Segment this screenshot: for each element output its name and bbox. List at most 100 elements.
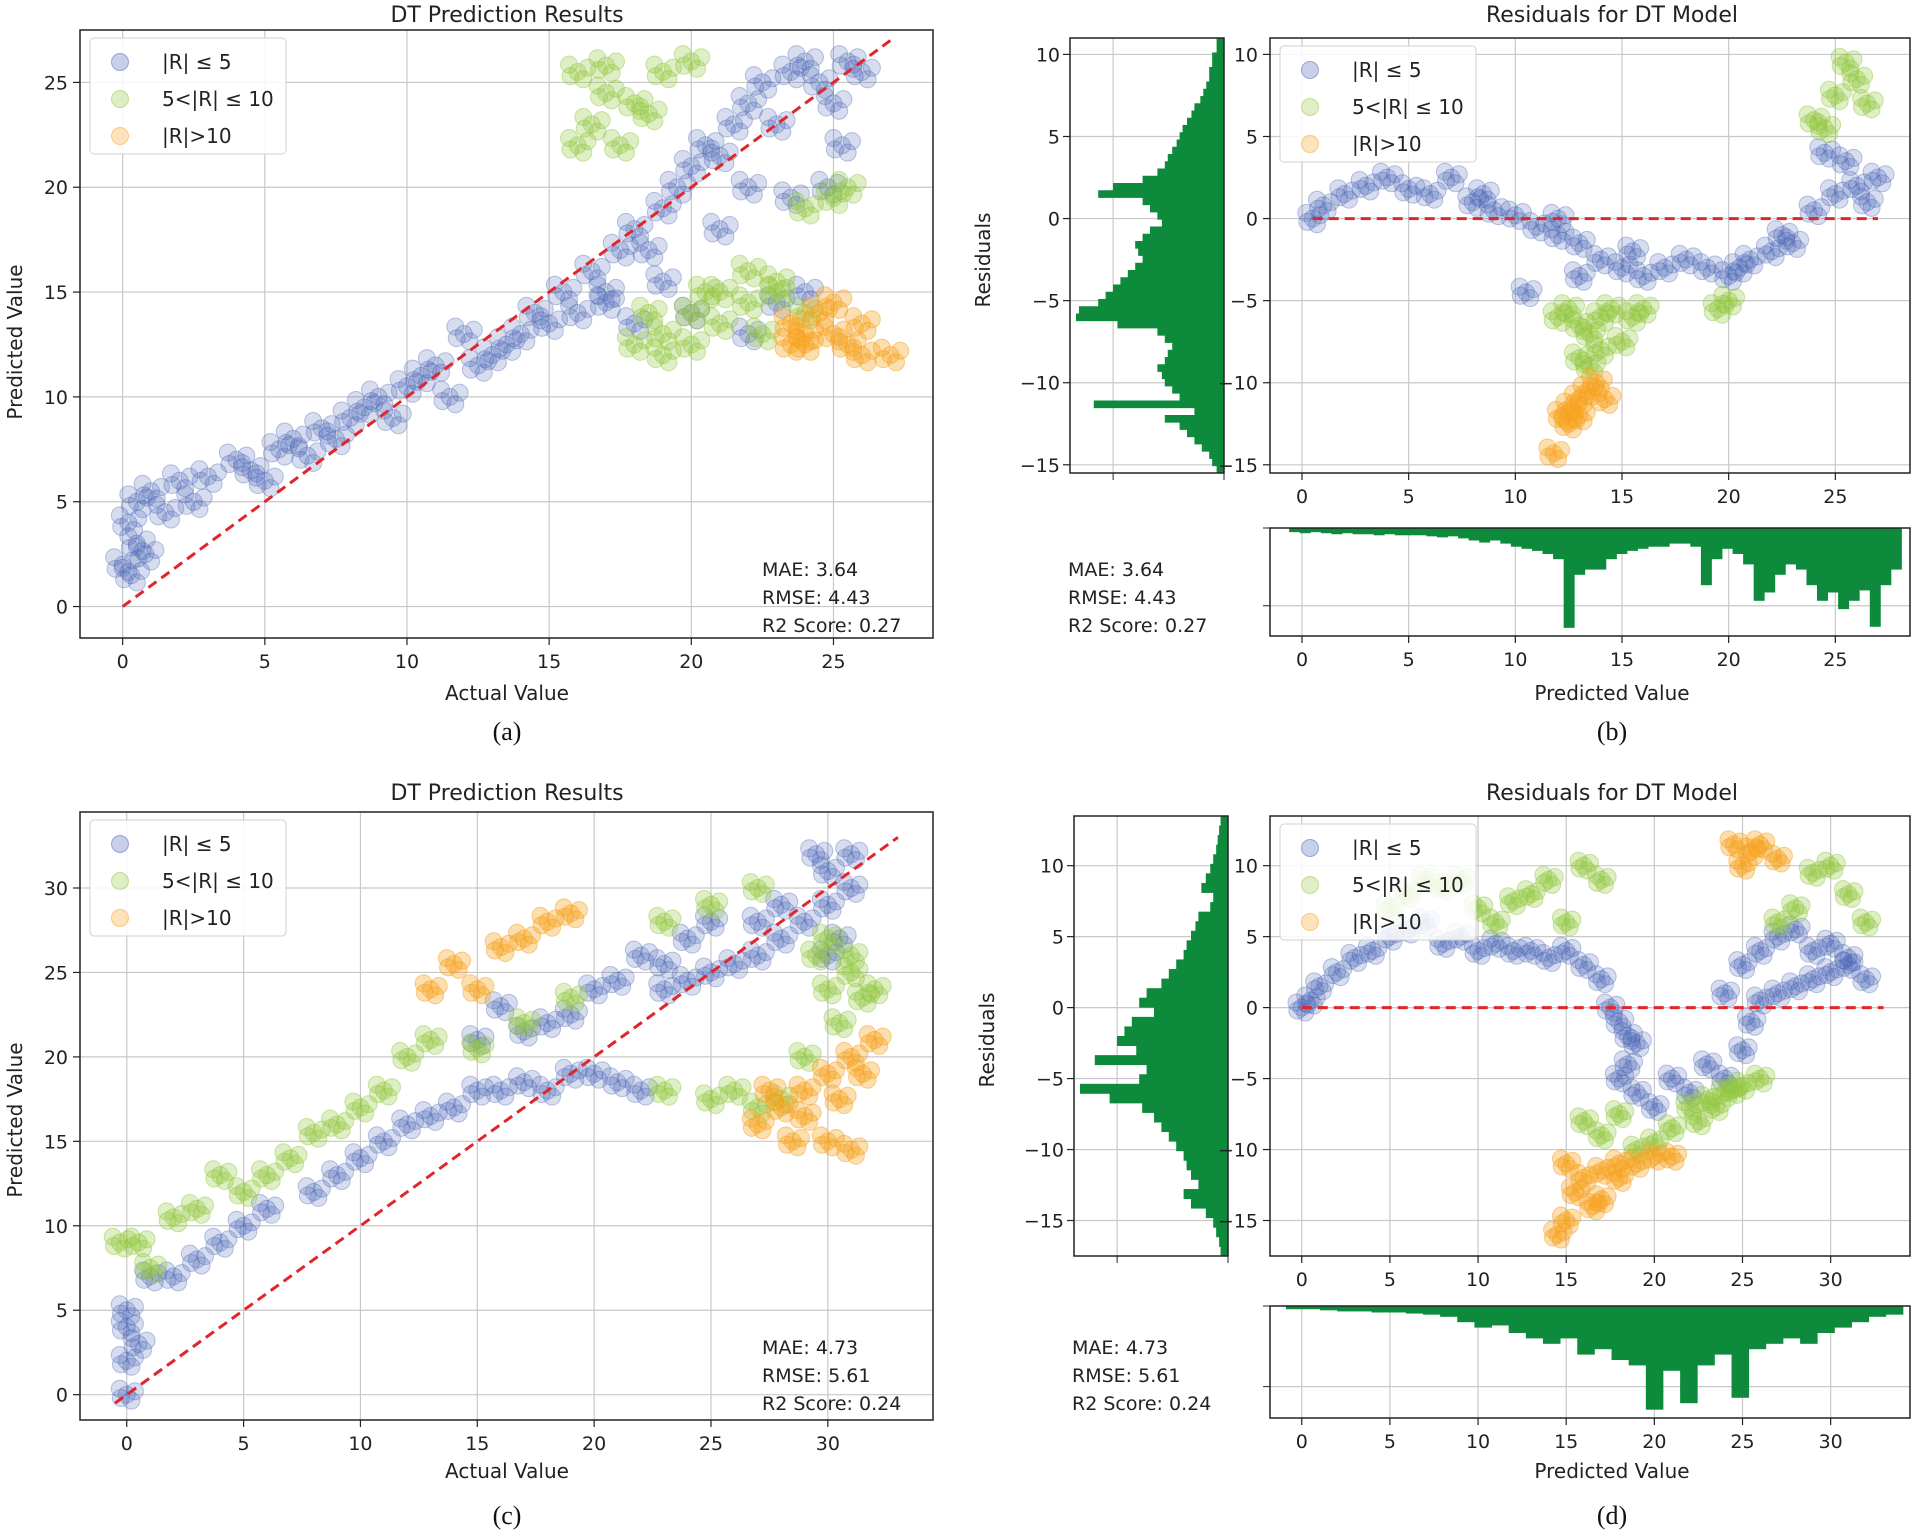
a-scatter-legend-marker bbox=[111, 90, 129, 108]
d-resid-point-low bbox=[1605, 1072, 1624, 1091]
d-xhist-hist-bar bbox=[1885, 1306, 1904, 1315]
a-scatter-point-low bbox=[806, 278, 825, 297]
c-scatter-point-mid bbox=[555, 992, 574, 1011]
b-xhist-hist-bar bbox=[1732, 528, 1744, 554]
b-resid-point-low bbox=[1851, 182, 1870, 201]
b-resid-point-low bbox=[1810, 147, 1829, 166]
d-resid-point-high bbox=[1552, 1157, 1571, 1176]
c-scatter-point-mid bbox=[836, 966, 855, 985]
d-resid-point-low bbox=[1799, 944, 1818, 963]
a-scatter-point-high bbox=[874, 350, 893, 369]
d-yhist-hist-bar bbox=[1191, 1198, 1228, 1209]
d-xhist-hist-bar bbox=[1457, 1306, 1475, 1323]
a-scatter-point-mid bbox=[646, 329, 665, 348]
d-resid-point-mid bbox=[1799, 866, 1818, 885]
a-scatter-point-high bbox=[817, 297, 836, 316]
b-resid-point-low bbox=[1399, 180, 1418, 199]
a-scatter-point-low bbox=[460, 332, 479, 351]
a-scatter-point-low bbox=[602, 233, 621, 252]
b-resid-point-mid bbox=[1553, 294, 1572, 313]
a-scatter-point-mid bbox=[730, 286, 749, 305]
b-xhist-hist-bar bbox=[1468, 528, 1480, 541]
a-scatter-point-mid bbox=[710, 283, 729, 302]
d-xhist-hist-bar bbox=[1628, 1306, 1647, 1366]
b-resid-point-low bbox=[1351, 180, 1370, 199]
a-scatter-point-mid bbox=[646, 350, 665, 369]
b-resid-point-low bbox=[1492, 198, 1511, 217]
b-resid-point-low bbox=[1809, 207, 1828, 226]
d-resid-legend-marker bbox=[1301, 913, 1319, 931]
a-scatter-point-mid bbox=[578, 58, 597, 77]
a-scatter-point-low bbox=[446, 395, 465, 414]
d-resid-ytick-label: −15 bbox=[1218, 1211, 1258, 1233]
b-resid-legend-marker bbox=[1301, 61, 1319, 79]
d-yhist-ytick-label: 5 bbox=[1052, 927, 1064, 949]
b-resid-point-low bbox=[1364, 173, 1383, 192]
d-resid-point-low bbox=[1711, 987, 1730, 1006]
a-scatter-point-low bbox=[710, 146, 729, 165]
d-yhist-hist-bar bbox=[1168, 969, 1228, 980]
b-xhist-hist-bar bbox=[1711, 528, 1723, 560]
a-scatter-point-mid bbox=[602, 63, 621, 82]
b-resid-point-low bbox=[1876, 165, 1895, 184]
b-resid-point-low bbox=[1553, 231, 1572, 250]
a-scatter-point-low bbox=[597, 293, 616, 312]
b-yhist-hist-bar bbox=[1187, 117, 1224, 126]
d-yhist-hist-bar bbox=[1117, 1036, 1228, 1046]
a-scatter-point-low bbox=[304, 453, 323, 472]
a-scatter-point-mid bbox=[659, 70, 678, 89]
a-scatter-point-low bbox=[659, 206, 678, 225]
a-scatter-point-low bbox=[781, 188, 800, 207]
d-resid-xtick-label: 30 bbox=[1819, 1269, 1843, 1291]
d-resid-point-low bbox=[1737, 1015, 1756, 1034]
a-scatter-point-mid bbox=[838, 178, 857, 197]
d-resid-point-mid bbox=[1817, 859, 1836, 878]
d-yhist-hist-bar bbox=[1154, 1007, 1228, 1018]
a-scatter-point-low bbox=[702, 212, 721, 231]
d-resid-point-low bbox=[1658, 1072, 1677, 1091]
a-scatter-point-low bbox=[545, 321, 564, 340]
b-resid-point-low bbox=[1617, 264, 1636, 283]
a-scatter-point-mid bbox=[848, 174, 867, 193]
c-scatter-point-low bbox=[742, 949, 761, 968]
a-scatter-point-low bbox=[119, 485, 138, 504]
a-scatter-point-low bbox=[525, 304, 544, 323]
a-scatter-point-high bbox=[845, 350, 864, 369]
a-scatter-point-low bbox=[294, 425, 313, 444]
d-resid-point-mid bbox=[1781, 902, 1800, 921]
b-resid-point-low bbox=[1414, 179, 1433, 198]
a-scatter-point-low bbox=[146, 540, 165, 559]
b-resid-point-low bbox=[1577, 230, 1596, 249]
b-xhist-hist-bar bbox=[1669, 528, 1681, 544]
b-resid-point-mid bbox=[1809, 116, 1828, 135]
a-scatter-legend-box bbox=[89, 37, 287, 155]
b-resid-point-low bbox=[1713, 261, 1732, 280]
a-scatter-point-low bbox=[787, 70, 806, 89]
b-resid-point-low bbox=[1844, 148, 1863, 167]
a-scatter-point-low bbox=[198, 467, 217, 486]
b-resid-point-mid bbox=[1574, 322, 1593, 341]
d-resid-point-mid bbox=[1552, 916, 1571, 935]
b-resid-point-low bbox=[1489, 207, 1508, 226]
a-scatter-point-low bbox=[744, 101, 763, 120]
b-resid-point-mid bbox=[1606, 326, 1625, 345]
c-scatter-point-high bbox=[742, 1118, 761, 1137]
c-scatter-point-high bbox=[848, 1068, 867, 1087]
panel-b-stat-r2: R2 Score: 0.27 bbox=[1068, 615, 1207, 637]
c-scatter-point-mid bbox=[801, 949, 820, 968]
a-scatter-point-low bbox=[568, 304, 587, 323]
a-scatter-point-low bbox=[618, 318, 637, 337]
a-scatter-point-low bbox=[361, 380, 380, 399]
a-scatter-point-low bbox=[806, 48, 825, 67]
c-scatter-point-low bbox=[836, 882, 855, 901]
a-scatter-point-low bbox=[166, 499, 185, 518]
a-scatter-point-mid bbox=[720, 310, 739, 329]
a-scatter-point-low bbox=[383, 408, 402, 427]
a-scatter-point-mid bbox=[574, 108, 593, 127]
d-yhist-hist-bar bbox=[1219, 1236, 1228, 1247]
c-scatter-point-mid bbox=[392, 1051, 411, 1070]
b-resid-point-mid bbox=[1597, 303, 1615, 322]
b-resid-point-low bbox=[1521, 289, 1540, 308]
a-scatter-point-low bbox=[716, 108, 735, 127]
b-xhist-hist-bar bbox=[1426, 528, 1438, 537]
